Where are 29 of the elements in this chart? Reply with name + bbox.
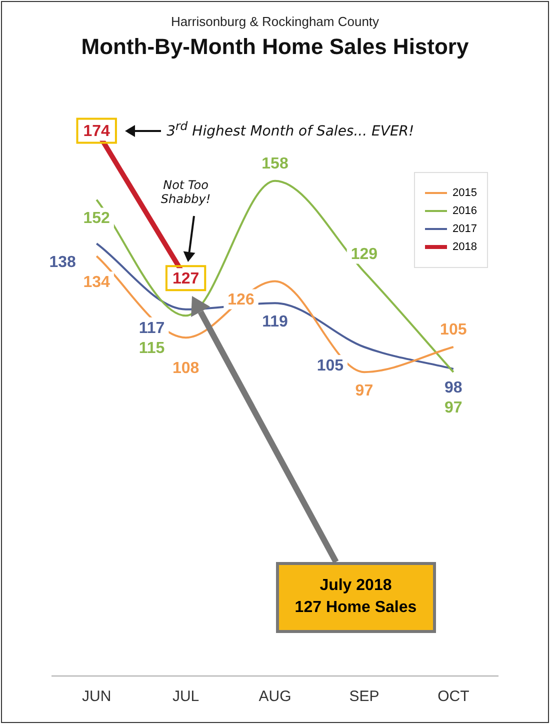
data-label: 117	[138, 320, 165, 337]
data-label: 115	[138, 340, 165, 357]
chart-title: Month-By-Month Home Sales History	[80, 34, 470, 60]
text: July 2018 127 Home Sales	[276, 562, 436, 633]
x-tick-label: SEP	[349, 688, 380, 706]
data-label: 108	[172, 360, 200, 377]
data-label: 138	[49, 254, 76, 272]
data-label: 126	[228, 292, 254, 309]
annotation: 3$^{rd}$ Highest Month of Sales... EVER!	[166, 118, 414, 140]
legend-label: 2015	[452, 187, 477, 199]
legend-label: 2018	[452, 241, 477, 253]
x-tick-label: AUG	[258, 688, 292, 706]
data-label: 105	[316, 357, 344, 374]
legend-label: 2016	[452, 205, 477, 217]
data-label: 97	[355, 382, 374, 400]
data-label: 152	[83, 210, 110, 228]
data-label: 129	[350, 246, 378, 264]
data-label: 98	[444, 379, 462, 396]
x-tick-label: OCT	[438, 688, 470, 706]
x-tick-label: JUN	[82, 688, 112, 706]
data-label: 134	[83, 274, 110, 292]
legend-label: 2017	[452, 223, 477, 235]
chart-subtitle: Harrisonburg & Rockingham County	[170, 14, 380, 29]
data-label: 97	[444, 399, 462, 416]
data-label: 158	[262, 155, 288, 172]
data-label: 119	[262, 314, 288, 331]
x-tick-label: JUL	[172, 688, 200, 706]
data-label: 105	[440, 321, 467, 338]
annotation: Not Too Shabby!	[160, 178, 212, 206]
